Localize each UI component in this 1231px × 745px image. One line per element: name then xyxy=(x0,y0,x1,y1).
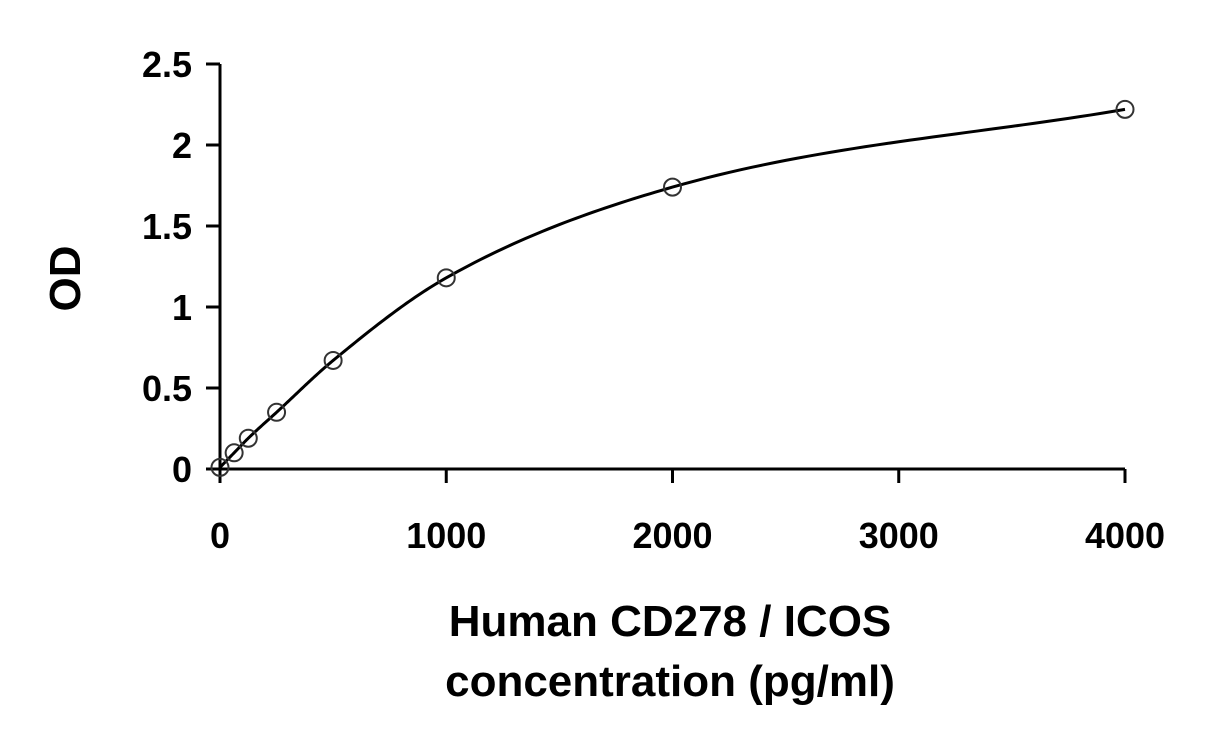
y-axis-title: OD xyxy=(41,246,90,312)
y-tick-label: 0 xyxy=(172,449,192,490)
data-point xyxy=(663,177,682,197)
x-tick-label: 1000 xyxy=(406,515,486,556)
data-point xyxy=(238,428,258,448)
y-tick-label: 2 xyxy=(172,125,192,166)
data-point xyxy=(224,443,244,463)
x-ticks: 0 1000 2000 3000 4000 xyxy=(210,469,1165,556)
y-ticks: 0 0.5 1 1.5 2 2.5 xyxy=(142,44,220,490)
data-points xyxy=(210,99,1135,477)
y-tick-label: 1.5 xyxy=(142,206,192,247)
x-axis-title-line-1: Human CD278 / ICOS xyxy=(449,597,892,646)
y-tick-label: 2.5 xyxy=(142,44,192,85)
y-tick-label: 1 xyxy=(172,287,192,328)
data-point xyxy=(436,268,456,288)
data-point xyxy=(267,402,287,422)
x-tick-label: 2000 xyxy=(632,515,712,556)
x-tick-label: 3000 xyxy=(859,515,939,556)
x-tick-label: 4000 xyxy=(1085,515,1165,556)
axes xyxy=(218,64,1125,471)
fit-curve xyxy=(218,107,1126,469)
data-point xyxy=(210,457,230,477)
data-point xyxy=(1115,99,1135,119)
x-tick-label: 0 xyxy=(210,515,230,556)
data-point xyxy=(323,350,343,370)
y-tick-label: 0.5 xyxy=(142,368,192,409)
x-axis-title-line-2: concentration (pg/ml) xyxy=(445,657,895,706)
